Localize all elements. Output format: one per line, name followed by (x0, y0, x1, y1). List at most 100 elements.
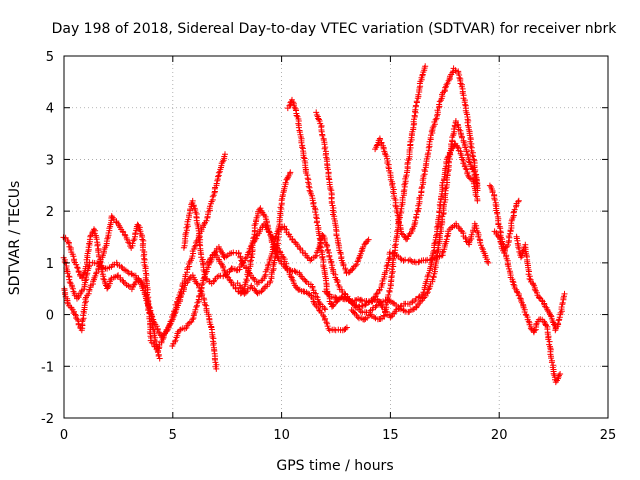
data-point (172, 337, 179, 344)
data-point (74, 264, 81, 271)
x-axis-label: GPS time / hours (276, 458, 393, 474)
data-point (178, 286, 185, 293)
data-point (74, 265, 81, 272)
data-point (110, 274, 117, 281)
data-point (333, 276, 340, 283)
data-point (203, 217, 210, 224)
data-point (515, 198, 522, 205)
data-point (510, 281, 517, 288)
plot-frame (63, 55, 609, 419)
data-point (404, 159, 411, 166)
data-point (478, 242, 484, 249)
data-point (397, 255, 404, 262)
data-point (163, 328, 170, 334)
data-point (352, 262, 359, 269)
data-point (473, 225, 480, 232)
data-point (470, 153, 477, 160)
data-point (515, 197, 522, 204)
data-point (405, 157, 412, 164)
y-tick-label--1: -1 (41, 360, 54, 375)
data-point (202, 301, 208, 308)
data-point (142, 267, 149, 274)
data-point (153, 323, 160, 330)
data-point (299, 144, 305, 151)
data-point (377, 136, 384, 143)
data-point (449, 145, 456, 152)
data-point (334, 279, 341, 286)
data-point (486, 182, 493, 189)
data-point (454, 144, 461, 151)
data-point (442, 185, 449, 192)
data-point (323, 319, 330, 326)
x-tick-label-15: 15 (382, 428, 399, 443)
data-point (511, 206, 518, 213)
series-track-14 (491, 197, 522, 256)
data-point (422, 63, 429, 70)
data-point (558, 304, 565, 310)
data-point (491, 196, 498, 203)
data-point (378, 302, 385, 309)
data-point (305, 290, 311, 297)
x-tick-label-25: 25 (600, 428, 617, 443)
data-point (307, 257, 314, 264)
data-point (210, 342, 217, 348)
data-point (559, 299, 566, 306)
data-point (324, 323, 331, 330)
data-point (129, 240, 136, 247)
data-point (215, 173, 221, 180)
axis-ticks: 0 5 10 15 20 25 -2 -1 0 1 2 3 4 5 (41, 50, 616, 443)
data-point (494, 232, 501, 239)
data-point (390, 250, 397, 257)
data-point (485, 259, 492, 266)
data-point (373, 291, 380, 297)
data-point (339, 259, 346, 266)
data-point (125, 239, 132, 246)
data-point (425, 150, 432, 157)
data-point (509, 278, 516, 285)
data-point (468, 231, 475, 238)
data-point (104, 285, 111, 292)
data-point (267, 278, 274, 285)
data-point (439, 182, 445, 189)
data-point (298, 139, 305, 146)
data-point (548, 359, 555, 366)
data-point (343, 324, 350, 331)
data-point (422, 168, 429, 175)
data-point (557, 371, 564, 377)
data-point (333, 232, 340, 239)
data-point (322, 306, 329, 313)
data-point (94, 242, 101, 249)
data-point (354, 314, 361, 321)
data-point (313, 109, 320, 116)
series-track-15 (513, 233, 568, 334)
data-point (444, 80, 451, 87)
x-tick-label-20: 20 (491, 428, 508, 443)
data-point (258, 277, 265, 284)
data-point (470, 156, 477, 163)
data-point (323, 243, 330, 250)
data-point (287, 169, 294, 176)
data-point (242, 255, 249, 262)
data-point (186, 275, 193, 282)
data-point (295, 124, 302, 131)
data-point (348, 298, 355, 305)
data-point (321, 305, 328, 312)
data-point (456, 74, 463, 81)
data-point (69, 285, 76, 292)
data-point (544, 306, 551, 313)
data-point (312, 209, 319, 216)
data-point (556, 372, 562, 379)
data-point (432, 116, 439, 123)
data-point (172, 307, 179, 313)
data-point (457, 80, 464, 87)
data-point (542, 303, 549, 310)
data-point (561, 290, 568, 297)
data-point (167, 318, 174, 325)
data-point (143, 297, 150, 304)
data-point (316, 300, 323, 307)
data-point (473, 179, 479, 186)
data-point (425, 144, 432, 151)
data-point (287, 273, 294, 280)
data-point (436, 208, 443, 215)
data-point (82, 277, 89, 284)
